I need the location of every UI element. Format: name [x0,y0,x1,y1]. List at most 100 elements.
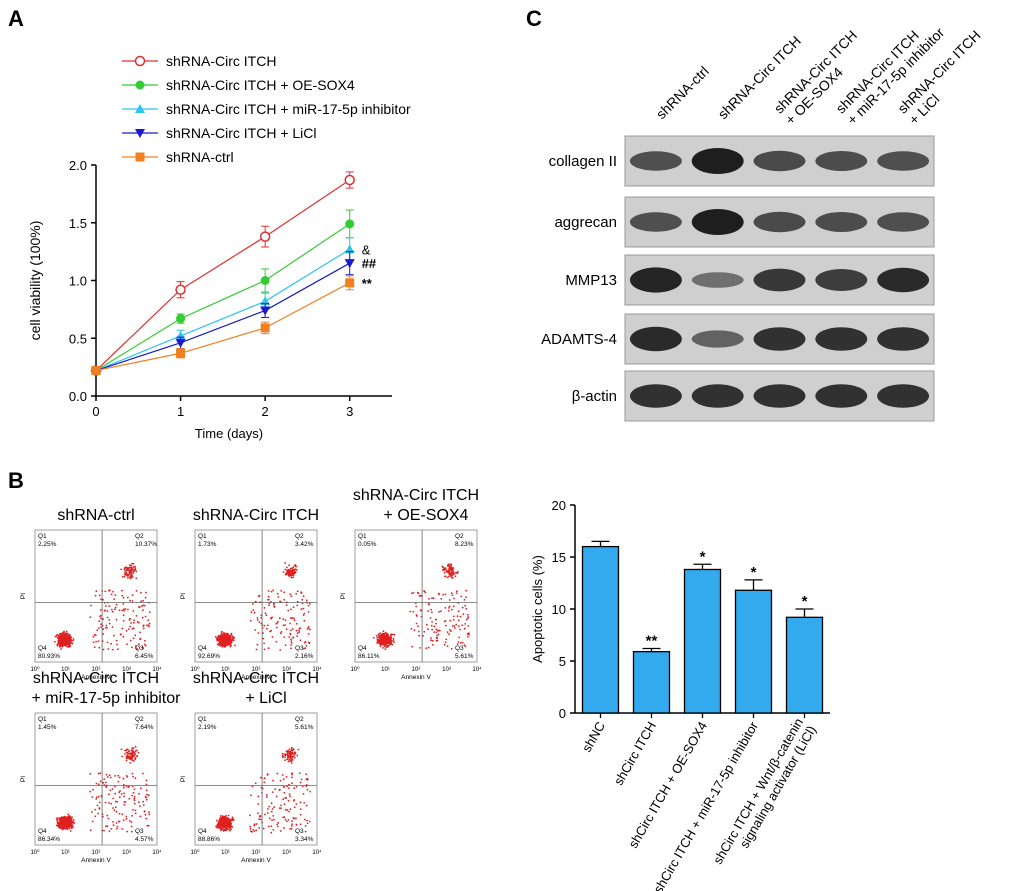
flow-dot [418,595,421,597]
flow-dot [296,590,299,593]
flow-dot [220,632,223,635]
protein-band [753,384,806,408]
y-axis-label: cell viability (100%) [27,221,43,341]
flow-dot [433,631,435,633]
flow-dot [112,807,114,809]
flow-dot [132,627,135,629]
protein-band [629,212,682,232]
flow-dot [284,644,287,647]
data-point [345,219,355,229]
flow-dot [287,571,289,574]
flow-dot [390,634,392,637]
flow-tick-label: 10¹ [381,667,390,673]
data-point [175,284,186,295]
y-tick-label: 5 [559,654,566,669]
flow-dot [435,639,438,642]
flow-dot [298,631,301,633]
flow-plot-frame [194,712,318,846]
flow-title-line2: + OE-SOX4 [384,507,469,524]
flow-dot [116,825,119,828]
flow-dot [289,750,291,753]
flow-dot [302,793,305,795]
flow-dot [123,801,126,803]
flow-dot [69,644,71,647]
flow-dot [283,598,286,601]
flow-dot [94,808,97,811]
flow-dot [132,610,135,612]
flow-dot [134,812,137,815]
flow-dot [425,647,428,650]
flow-dot [431,639,434,642]
flow-dot [219,817,221,820]
flow-dot [437,629,440,632]
quadrant-value: 1.45% [38,724,57,731]
flow-dot [223,632,226,635]
flow-dot [218,635,221,638]
flow-dot [222,637,224,640]
flow-dot [458,625,460,627]
flow-dot [122,777,125,780]
flow-dot [127,567,130,570]
flow-dot [99,772,102,775]
protein-band [877,384,930,408]
flow-tick-label: 10³ [122,850,131,856]
flow-dot [63,641,66,644]
flow-dot [108,793,110,796]
flow-dot [306,819,308,822]
flow-dot [133,795,136,798]
x-tick-label: shCirc ITCH [611,719,659,788]
flow-dot [228,829,231,832]
flow-dot [65,630,68,633]
y-axis-label: Apoptotic cells (%) [530,555,545,663]
flow-dot [295,823,298,826]
flow-dot [95,782,98,785]
flow-dot [230,828,233,831]
flow-dot [253,830,256,833]
flow-dot [445,638,448,641]
flow-dot [460,595,463,598]
flow-dot [89,773,92,775]
flow-dot [282,798,285,801]
flow-dot [276,823,279,826]
flow-dot [430,637,432,639]
y-tick-label: 1.5 [69,216,87,231]
flow-dot [253,824,256,826]
flow-dot [104,781,107,784]
data-point [260,306,271,316]
flow-dot [300,778,303,781]
flow-dot [452,567,455,569]
flow-dot [221,827,224,830]
flow-dot [293,799,295,802]
flow-dot [143,643,146,646]
flow-dot [108,774,111,777]
flow-dot [391,643,394,646]
quadrant-label: Q4 [198,645,207,652]
quadrant-label: Q3 [455,645,464,652]
flow-dot [266,773,269,776]
flow-dot [115,603,118,606]
flow-dot [109,789,112,792]
flow-dot [124,570,126,573]
flow-dot [255,648,258,651]
flow-dot [73,822,75,824]
flow-dot [431,611,433,614]
flow-dot [111,648,114,651]
flow-dot [386,641,389,644]
flow-dot [291,617,294,620]
flow-dot [457,641,460,643]
flow-dot [295,629,298,632]
flow-dot [390,636,393,639]
flow-dot [295,803,298,805]
flow-dot [121,813,124,816]
flow-dot [275,640,278,643]
flow-dot [459,628,461,631]
flow-dot [435,628,438,631]
flow-dot [71,826,74,829]
flow-dot [299,627,302,629]
flow-dot [67,632,69,635]
flow-dot [100,626,103,628]
flow-dot [447,575,450,578]
y-tick-label: 15 [552,550,566,565]
flow-dot [94,594,97,597]
